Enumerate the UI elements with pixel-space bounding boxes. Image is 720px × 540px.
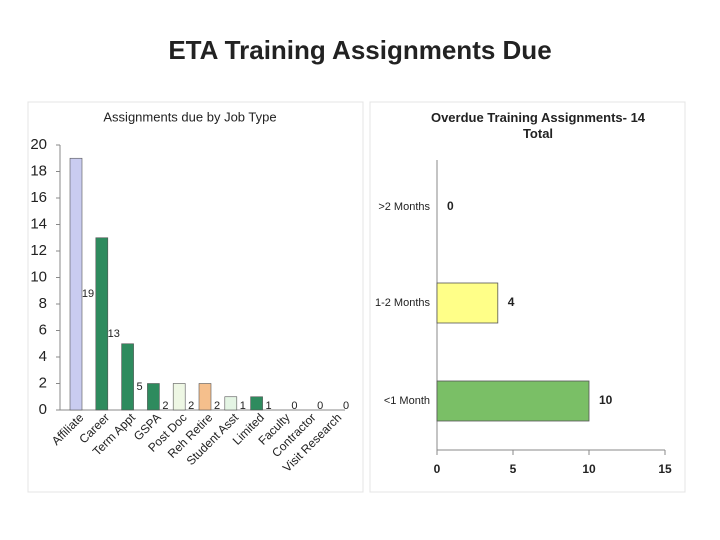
y-tick-label: 10 (30, 268, 47, 285)
chart-title: Overdue Training Assignments- 14 Total (430, 110, 646, 141)
x-tick-label: 0 (434, 462, 441, 476)
y-tick-label: 18 (30, 162, 47, 179)
y-tick-label: 0 (39, 401, 47, 418)
value-label: 0 (343, 400, 349, 412)
slide-title: ETA Training Assignments Due (168, 35, 551, 65)
y-tick-label: 12 (30, 242, 47, 259)
bar (436, 282, 499, 324)
bar (224, 396, 238, 411)
bar (436, 380, 590, 422)
chart-title: Assignments due by Job Type (103, 109, 276, 124)
value-label: 1 (240, 400, 246, 412)
value-label: 1 (266, 400, 272, 412)
chart-frame (27, 101, 364, 493)
value-label: 10 (599, 393, 613, 407)
bar (147, 383, 160, 411)
bar (121, 343, 134, 411)
y-tick-label: 8 (39, 295, 47, 312)
value-label: 4 (508, 295, 515, 309)
y-tick-label: 14 (30, 215, 47, 232)
bar (95, 237, 109, 411)
y-tick-label: 20 (30, 136, 47, 153)
value-label: 2 (162, 400, 168, 412)
y-tick-label: 2 (39, 374, 47, 391)
x-tick-label: 15 (658, 462, 672, 476)
x-tick-label: 10 (582, 462, 596, 476)
y-tick-label: 4 (39, 348, 47, 365)
value-label: 0 (447, 199, 454, 213)
y-tick-label: >2 Months (378, 201, 430, 213)
x-tick-label: 5 (510, 462, 517, 476)
chart-frame (369, 101, 686, 493)
bar (198, 383, 212, 411)
bar (172, 383, 186, 411)
y-tick-label: 16 (30, 189, 47, 206)
value-label: 2 (214, 400, 220, 412)
value-label: 5 (137, 381, 143, 393)
y-tick-label: 1-2 Months (375, 297, 431, 309)
value-label: 19 (82, 288, 94, 300)
value-label: 0 (317, 400, 323, 412)
bar (250, 396, 263, 411)
y-tick-label: 6 (39, 321, 47, 338)
bar (69, 157, 83, 411)
value-label: 2 (188, 400, 194, 412)
value-label: 0 (291, 400, 297, 412)
value-label: 13 (108, 328, 120, 340)
y-tick-label: <1 Month (384, 395, 430, 407)
